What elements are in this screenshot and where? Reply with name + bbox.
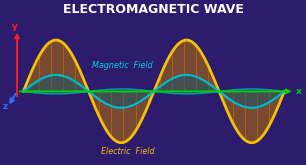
Text: x: x (296, 87, 302, 96)
Text: Magnetic  Field: Magnetic Field (92, 61, 153, 70)
Title: ELECTROMAGNETIC WAVE: ELECTROMAGNETIC WAVE (63, 3, 244, 16)
Text: Electric  Field: Electric Field (101, 147, 155, 156)
Text: z: z (3, 102, 8, 111)
Text: y: y (12, 22, 17, 31)
